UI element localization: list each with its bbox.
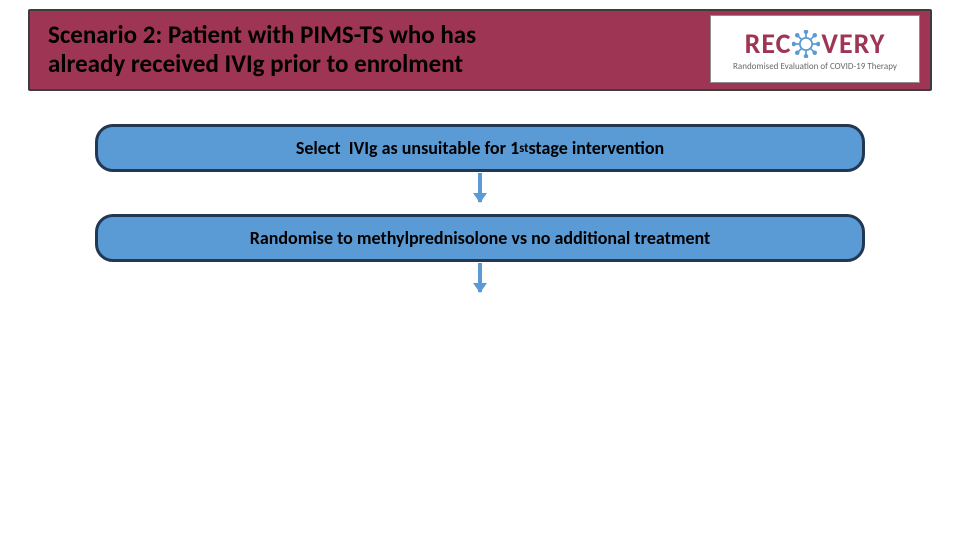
logo-word-after: VERY [821,26,885,61]
arrow-down-icon [478,263,482,292]
virus-icon [792,30,820,58]
title-line-2: already received IVIg prior to enrolment [48,48,463,79]
flow-node-randomise: Randomise to methylprednisolone vs no ad… [95,214,865,262]
flow-node-select-ivig-unsuitable: Select IVIg as unsuitable for 1st stage … [95,124,865,172]
arrow-down-icon [478,173,482,202]
page-title: Scenario 2: Patient with PIMS-TS who has… [30,21,476,79]
logo-wordmark: REC VERY [745,26,886,61]
title-line-1: Scenario 2: Patient with PIMS-TS who has [48,19,476,50]
recovery-logo: REC VERY Rando [710,15,920,83]
logo-word-before: REC [745,26,792,61]
logo-subtitle: Randomised Evaluation of COVID-19 Therap… [733,61,897,72]
